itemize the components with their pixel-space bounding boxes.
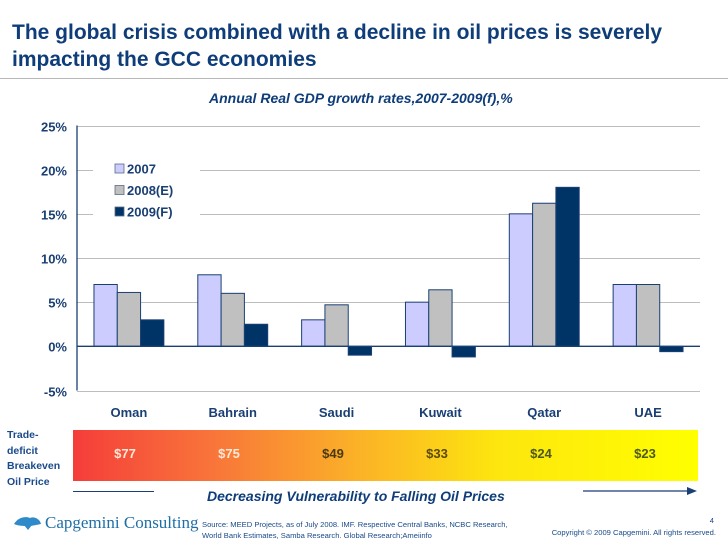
bar-uae-2007 [612,284,637,347]
legend-swatch [114,185,125,195]
bar-qatar-2009f [555,186,580,347]
gdp-growth-chart: 2007 2008(E) 2009(F) 25% 20% 15% 10% 5% 0% -5% Om… [41,120,700,420]
y-tick-label: 0% [48,340,67,355]
price-bahrain: $75 [218,446,240,461]
legend-label: 2007 [127,162,156,177]
breakeven-label-line: Oil Price [7,475,50,488]
legend-swatch [114,206,125,217]
x-category-label: Bahrain [209,405,257,420]
breakeven-price-band: $77 $75 $49 $33 $24 $23 [73,430,698,481]
bar-oman-2009f [140,319,165,347]
bar-oman-2008e [116,291,142,347]
vulnerability-caption: Decreasing Vulnerability to Falling Oil … [207,488,505,504]
breakeven-label: Trade- deficit Breakeven Oil Price [7,428,60,490]
bar-bahrain-2007 [197,274,222,347]
legend-background [93,155,200,227]
legend-label: 2008(E) [127,183,173,198]
bar-bahrain-2008e [220,292,245,347]
breakeven-label-line: deficit [7,444,38,457]
bar-kuwait-2009f [451,345,476,358]
source-note: Source: MEED Projects, as of July 2008. … [202,520,508,540]
bar-saudi-2007 [301,319,326,347]
breakeven-label-line: Trade- [7,429,39,441]
price-kuwait: $33 [426,446,448,461]
y-tick-label: 5% [48,296,67,311]
x-category-label: Kuwait [419,405,462,420]
logo-text: Capgemini Consulting [45,513,199,532]
bar-qatar-2008e [532,202,557,347]
title-divider [0,78,728,79]
bar-saudi-2009f [347,345,373,356]
page-number: 4 [709,516,714,525]
price-oman: $77 [114,446,136,461]
y-tick-label: -5% [44,385,68,400]
breakeven-label-line: Breakeven [7,460,61,472]
bar-bahrain-2009f [243,323,269,347]
y-tick-label: 20% [41,164,67,179]
y-tick-label: 25% [41,120,67,135]
bar-qatar-2007 [508,213,534,347]
slide-title: The global crisis combined with a declin… [12,21,663,71]
y-tick-label: 10% [41,252,67,267]
bar-kuwait-2008e [428,289,453,347]
bar-saudi-2008e [324,304,349,347]
bar-uae-2008e [635,284,661,347]
x-category-label: UAE [634,405,662,420]
x-category-label: Saudi [319,405,354,420]
capgemini-logo: Capgemini Consulting [12,513,198,533]
bar-uae-2009f [659,345,684,353]
price-saudi: $49 [322,446,344,461]
copyright: Copyright © 2009 Capgemini. All rights r… [551,528,716,537]
chart-title: Annual Real GDP growth rates,2007-2009(f… [209,90,513,106]
bar-kuwait-2007 [404,301,430,347]
bar-oman-2007 [93,284,118,347]
vulnerability-line-left [73,491,154,492]
y-tick-label: 15% [41,208,67,223]
legend-swatch [114,163,125,174]
price-uae: $23 [634,446,656,461]
spade-logo-icon [14,517,41,530]
arrow-right-icon [583,487,697,495]
legend-label: 2009(F) [127,205,173,220]
x-category-label: Oman [110,405,147,420]
x-category-label: Qatar [527,405,561,420]
price-qatar: $24 [530,446,552,461]
